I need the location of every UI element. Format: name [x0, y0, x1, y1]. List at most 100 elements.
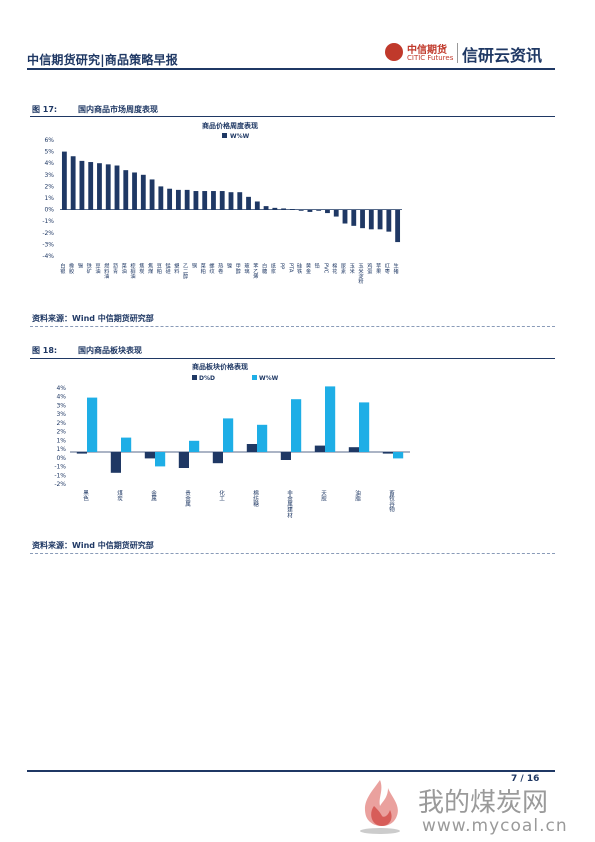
- chart1-bar: [97, 163, 102, 210]
- chart2-xtick-label: 棉纺糖: [252, 489, 259, 508]
- chart1-bar: [395, 209, 401, 243]
- chart1-xtick-label: 铜: [191, 262, 197, 270]
- chart1-bar: [184, 189, 190, 210]
- chart1-bar: [368, 209, 374, 230]
- brand-name: 信研云资讯: [462, 46, 543, 65]
- chart1-bar: [333, 209, 339, 217]
- figure17-top-rule: [30, 116, 555, 117]
- chart1-bar: [263, 206, 269, 210]
- chart2-ytick-label: 3%: [56, 411, 66, 418]
- chart2-xtick-label: 贵金属: [184, 489, 191, 508]
- chart1-xtick-label: 尿素: [340, 263, 346, 274]
- chart1-ytick-label: 6%: [44, 137, 54, 144]
- chart1-bar: [175, 189, 181, 210]
- chart1-ytick-label: 0%: [44, 207, 54, 214]
- chart2-ytick-label: 4%: [56, 394, 66, 401]
- chart2-bar: [189, 440, 200, 452]
- chart1-bar: [228, 192, 234, 210]
- chart2-ytick-label: -1%: [54, 472, 66, 479]
- figure17-source: 资料来源：Wind 中信期货研究部: [32, 314, 154, 323]
- chart2-bar: [246, 444, 257, 452]
- chart1-ytick-label: 4%: [44, 160, 54, 167]
- chart1-xtick-label: 硅铁: [296, 262, 302, 275]
- chart2-legend-swatch: [192, 375, 197, 380]
- chart2-ytick-label: 1%: [56, 446, 66, 453]
- figure17-bottom-rule: [30, 326, 555, 327]
- chart2-bar: [314, 445, 325, 452]
- chart1-xtick-label: 白银: [59, 262, 65, 275]
- chart1-xtick-label: 豆油: [94, 263, 100, 275]
- chart1-xtick-label: 玉米淀粉: [357, 263, 363, 286]
- chart1-bar: [219, 191, 225, 210]
- chart1-xtick-label: PTA: [287, 263, 293, 273]
- chart1-bar: [105, 164, 111, 210]
- chart1-bar: [88, 162, 94, 210]
- report-header-title: 中信期货研究|商品策略早报: [27, 53, 178, 67]
- chart2-bar: [257, 424, 268, 452]
- chart1-xtick-label: 乙二醇: [182, 263, 188, 280]
- chart1-bar: [254, 201, 260, 210]
- chart1-xtick-label: 白糖: [261, 262, 267, 275]
- chart1-xtick-label: 红枣: [383, 262, 389, 275]
- figure18-bottom-rule: [30, 553, 555, 554]
- chart2-bar: [393, 452, 404, 459]
- chart2-title: 商品板块价格表现: [192, 362, 248, 371]
- chart1-xtick-label: 棕榈油: [130, 262, 136, 280]
- citic-seal-icon: [385, 43, 403, 61]
- citic-futures-logo: 中信期货 CITIC Futures: [385, 41, 455, 65]
- figure18-caption: 国内商品板块表现: [78, 346, 142, 355]
- chart2-bar: [155, 452, 166, 467]
- chart1-xtick-label: 玉米: [348, 263, 354, 275]
- chart1-bar: [307, 209, 313, 212]
- chart1-bar: [351, 209, 357, 226]
- chart1-xtick-label: 苹果: [375, 262, 381, 275]
- chart1-ytick-label: -3%: [42, 241, 54, 248]
- chart2-bar: [359, 402, 370, 452]
- chart1-bar: [149, 179, 155, 210]
- figure18-source: 资料来源：Wind 中信期货研究部: [32, 541, 154, 550]
- chart1-xtick-label: 燃料油: [103, 262, 109, 280]
- chart1-xtick-label: 苯乙烯: [252, 262, 258, 280]
- chart1-xtick-label: 塑料: [173, 262, 179, 275]
- chart1-bar: [140, 174, 146, 210]
- chart2-xtick-label: 煤炭: [116, 489, 123, 503]
- chart1-xtick-label: 锡: [77, 262, 83, 270]
- chart1-bar: [386, 209, 392, 232]
- chart2-ytick-label: -1%: [54, 464, 66, 471]
- chart1-xtick-label: 铁矿: [86, 262, 92, 275]
- watermark-url-text: www.mycoal.cn: [422, 816, 568, 836]
- chart1-bar: [360, 209, 365, 229]
- chart1-xtick-label: 菜油: [121, 262, 127, 275]
- chart1-ytick-label: 5%: [44, 149, 54, 156]
- chart1-bar: [193, 191, 199, 210]
- chart2-ytick-label: 3%: [56, 402, 66, 409]
- figure17-number: 图 17:: [32, 105, 58, 114]
- chart1-bar: [342, 209, 348, 224]
- chart1-bar: [158, 186, 164, 210]
- chart1-bar: [289, 209, 295, 210]
- chart1-xtick-label: 甲醇: [235, 263, 241, 275]
- chart2-ytick-label: -2%: [54, 481, 66, 488]
- chart2-bar: [223, 418, 234, 452]
- chart2-bar: [325, 386, 336, 452]
- chart2-xtick-label: 金属: [150, 489, 157, 503]
- chart1-bar: [167, 188, 173, 210]
- chart2-xtick-label: 黑色: [82, 490, 89, 502]
- chart2-xtick-label: 化工: [218, 489, 225, 502]
- chart1-bar: [70, 156, 76, 210]
- chart1-bar: [114, 165, 120, 210]
- chart1-xtick-label: 镍: [226, 262, 232, 270]
- logo-cn-text: 中信期货: [407, 45, 447, 56]
- chart1-legend-swatch: [222, 133, 227, 138]
- chart2-bar: [212, 452, 223, 464]
- chart1-bar: [211, 191, 216, 210]
- chart1-bar: [272, 207, 278, 210]
- chart2-bar: [178, 452, 189, 468]
- chart1-xtick-label: 菜粕: [200, 262, 206, 275]
- chart2-ytick-label: 2%: [56, 420, 66, 427]
- chart1-bar: [202, 191, 208, 210]
- chart2-legend-label: D%D: [199, 375, 215, 382]
- chart2-xtick-label: 天胶: [320, 490, 327, 503]
- chart1-xtick-label: 豆粕: [156, 263, 162, 275]
- figure18-top-rule: [30, 358, 555, 359]
